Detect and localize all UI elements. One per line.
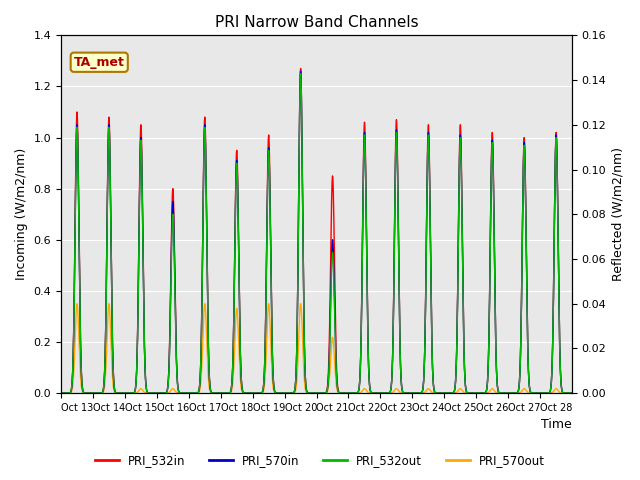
Y-axis label: Reflected (W/m2/nm): Reflected (W/m2/nm): [612, 147, 625, 281]
Legend: PRI_532in, PRI_570in, PRI_532out, PRI_570out: PRI_532in, PRI_570in, PRI_532out, PRI_57…: [90, 449, 550, 472]
Y-axis label: Incoming (W/m2/nm): Incoming (W/m2/nm): [15, 148, 28, 280]
Title: PRI Narrow Band Channels: PRI Narrow Band Channels: [214, 15, 419, 30]
X-axis label: Time: Time: [541, 419, 572, 432]
Text: TA_met: TA_met: [74, 56, 125, 69]
